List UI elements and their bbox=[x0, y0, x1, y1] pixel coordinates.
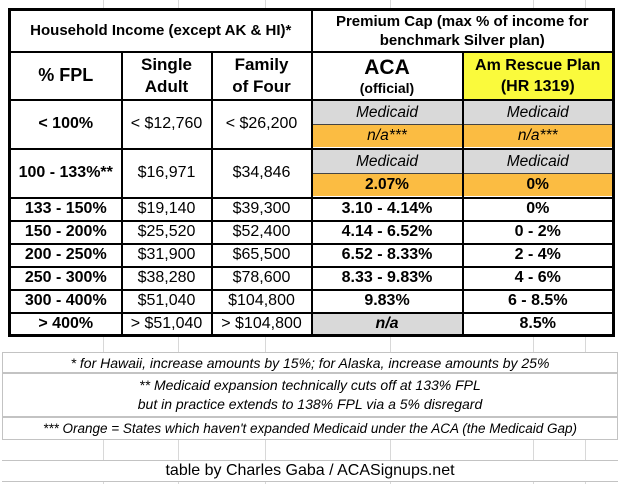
table-row-300-400: 300 - 400% $51,040 $104,800 9.83% 6 - 8.… bbox=[8, 288, 615, 314]
fpl-cell: < 100% bbox=[8, 98, 123, 150]
table-row-150-200: 150 - 200% $25,520 $52,400 4.14 - 6.52% … bbox=[8, 219, 615, 245]
group-header-household-income: Household Income (except AK & HI)* bbox=[8, 8, 313, 53]
aca-cell: 6.52 - 8.33% bbox=[310, 242, 464, 268]
col-header-fpl-label: % FPL bbox=[38, 65, 94, 85]
arp-na-label: n/a*** bbox=[464, 124, 612, 147]
aca-cell: Medicaid 2.07% bbox=[310, 147, 464, 199]
arp-cell: 0% bbox=[461, 196, 615, 222]
group-header-premium-line2: for benchmark Silver plan) bbox=[379, 12, 589, 49]
single-cell: $38,280 bbox=[120, 265, 213, 291]
fpl-cell: 100 - 133%** bbox=[8, 147, 123, 199]
col-header-am-rescue-plan: Am Rescue Plan (HR 1319) bbox=[461, 50, 615, 101]
arp-cell: 8.5% bbox=[461, 311, 615, 337]
family-cell: > $104,800 bbox=[210, 311, 313, 337]
col-header-single-adult: Single Adult bbox=[120, 50, 213, 101]
fpl-cell: 150 - 200% bbox=[8, 219, 123, 245]
family-cell: $78,600 bbox=[210, 265, 313, 291]
arp-cell: 6 - 8.5% bbox=[461, 288, 615, 314]
group-header-premium-cap: Premium Cap (max % of income for benchma… bbox=[310, 8, 615, 53]
arp-cell: Medicaid 0% bbox=[461, 147, 615, 199]
fpl-premium-cap-table: Household Income (except AK & HI)* Premi… bbox=[8, 8, 615, 337]
arp-medicaid-label: Medicaid bbox=[464, 150, 612, 173]
family-cell: $65,500 bbox=[210, 242, 313, 268]
table-row-under-100: < 100% < $12,760 < $26,200 Medicaid n/a*… bbox=[8, 98, 615, 150]
family-cell: $104,800 bbox=[210, 288, 313, 314]
aca-cell: Medicaid n/a*** bbox=[310, 98, 464, 150]
table-row-100-133: 100 - 133%** $16,971 $34,846 Medicaid 2.… bbox=[8, 147, 615, 199]
col-header-family-line1: Family bbox=[234, 54, 289, 74]
arp-pct-label: 0% bbox=[464, 173, 612, 196]
group-header-premium-line1: Premium Cap (max % of income bbox=[335, 12, 565, 30]
fpl-cell: 133 - 150% bbox=[8, 196, 123, 222]
family-cell: $52,400 bbox=[210, 219, 313, 245]
aca-cell: 3.10 - 4.14% bbox=[310, 196, 464, 222]
col-header-family-of-four: Family of Four bbox=[210, 50, 313, 101]
aca-medicaid-label: Medicaid bbox=[313, 150, 461, 173]
footnote-orange-medicaid-gap: *** Orange = States which haven't expand… bbox=[2, 417, 618, 440]
col-header-aca-line1: ACA bbox=[364, 55, 410, 79]
aca-cell: 8.33 - 9.83% bbox=[310, 265, 464, 291]
footnote-medicaid-line1: ** Medicaid expansion technically cuts o… bbox=[139, 377, 481, 393]
table-credit: table by Charles Gaba / ACASignups.net bbox=[2, 460, 618, 482]
table-row-133-150: 133 - 150% $19,140 $39,300 3.10 - 4.14% … bbox=[8, 196, 615, 222]
arp-medicaid-label: Medicaid bbox=[464, 101, 612, 124]
col-header-single-line2: Adult bbox=[144, 76, 189, 96]
group-header-income-line1: Household Income bbox=[30, 22, 165, 40]
col-header-aca: ACA (official) bbox=[310, 50, 464, 101]
footnote-hawaii-alaska-text: * for Hawaii, increase amounts by 15%; f… bbox=[70, 354, 550, 371]
fpl-cell: 200 - 250% bbox=[8, 242, 123, 268]
single-cell: > $51,040 bbox=[120, 311, 213, 337]
col-header-family-line2: of Four bbox=[232, 76, 291, 96]
aca-cell: 4.14 - 6.52% bbox=[310, 219, 464, 245]
footnote-medicaid-line2: but in practice extends to 138% FPL via … bbox=[137, 396, 483, 412]
family-cell: < $26,200 bbox=[210, 98, 313, 150]
col-header-single-line1: Single bbox=[140, 54, 192, 74]
arp-cell: 4 - 6% bbox=[461, 265, 615, 291]
single-cell: < $12,760 bbox=[120, 98, 213, 150]
aca-medicaid-label: Medicaid bbox=[313, 101, 461, 124]
col-header-aca-line2: (official) bbox=[359, 79, 415, 96]
col-header-arp-line2: (HR 1319) bbox=[500, 77, 575, 95]
aca-cell: 9.83% bbox=[310, 288, 464, 314]
fpl-cell: 300 - 400% bbox=[8, 288, 123, 314]
group-header-income-line2: (except AK & HI)* bbox=[168, 22, 292, 40]
single-cell: $16,971 bbox=[120, 147, 213, 199]
fpl-cell: 250 - 300% bbox=[8, 265, 123, 291]
table-row-over-400: > 400% > $51,040 > $104,800 n/a 8.5% bbox=[8, 311, 615, 337]
table-row-200-250: 200 - 250% $31,900 $65,500 6.52 - 8.33% … bbox=[8, 242, 615, 268]
family-cell: $34,846 bbox=[210, 147, 313, 199]
fpl-cell: > 400% bbox=[8, 311, 123, 337]
col-header-fpl: % FPL bbox=[8, 50, 123, 101]
single-cell: $19,140 bbox=[120, 196, 213, 222]
footnote-hawaii-alaska: * for Hawaii, increase amounts by 15%; f… bbox=[2, 352, 618, 373]
arp-cell: Medicaid n/a*** bbox=[461, 98, 615, 150]
aca-pct-label: 2.07% bbox=[313, 173, 461, 196]
footnote-orange-text: *** Orange = States which haven't expand… bbox=[42, 421, 577, 436]
col-header-arp-line1: Am Rescue Plan bbox=[475, 56, 601, 74]
arp-cell: 2 - 4% bbox=[461, 242, 615, 268]
footnote-medicaid-expansion: ** Medicaid expansion technically cuts o… bbox=[2, 373, 618, 417]
single-cell: $51,040 bbox=[120, 288, 213, 314]
single-cell: $31,900 bbox=[120, 242, 213, 268]
family-cell: $39,300 bbox=[210, 196, 313, 222]
table-row-250-300: 250 - 300% $38,280 $78,600 8.33 - 9.83% … bbox=[8, 265, 615, 291]
aca-cell: n/a bbox=[310, 311, 464, 337]
single-cell: $25,520 bbox=[120, 219, 213, 245]
table-credit-text: table by Charles Gaba / ACASignups.net bbox=[165, 462, 455, 479]
aca-na-label: n/a*** bbox=[313, 124, 461, 147]
arp-cell: 0 - 2% bbox=[461, 219, 615, 245]
